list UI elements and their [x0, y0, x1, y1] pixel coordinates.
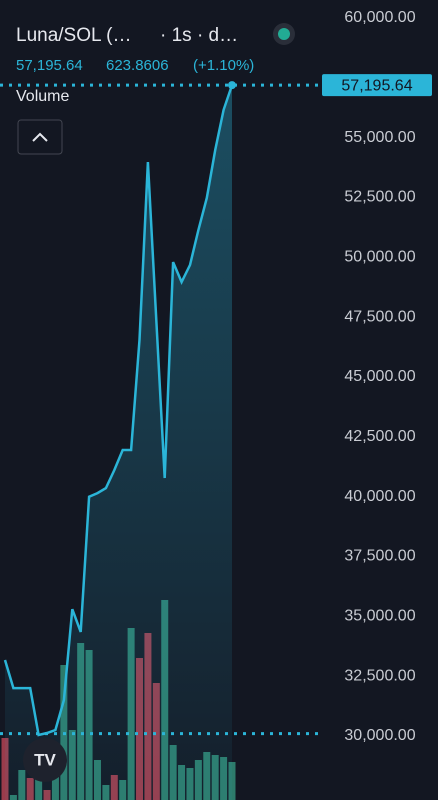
volume-label: Volume — [16, 88, 69, 105]
interval: · 1s · d… — [160, 25, 238, 46]
price: 57,195.64 — [16, 57, 83, 74]
area-fill — [5, 85, 232, 800]
y-tick-label: 35,000.00 — [344, 608, 415, 625]
y-tick-label: 47,500.00 — [344, 308, 415, 325]
y-tick-label: 37,500.00 — [344, 548, 415, 565]
logo — [23, 738, 67, 782]
y-tick-label: 52,500.00 — [344, 189, 415, 206]
change-pct: (+1.10%) — [193, 57, 254, 74]
status-dot — [278, 28, 290, 40]
logo-mark: TV — [34, 750, 56, 769]
chevron — [32, 132, 48, 142]
y-tick-label: 50,000.00 — [344, 249, 415, 266]
price-tag — [322, 74, 432, 97]
y-tick-label: 55,000.00 — [344, 129, 415, 146]
collapse-button[interactable] — [17, 119, 63, 155]
symbol: Luna/SOL (… — [16, 25, 131, 46]
y-tick-label: 42,500.00 — [344, 428, 415, 445]
y-tick-label: 30,000.00 — [344, 727, 415, 744]
y-tick-label: 60,000.00 — [344, 9, 415, 26]
y-tick-label: 40,000.00 — [344, 488, 415, 505]
y-tick-label: 32,500.00 — [344, 667, 415, 684]
last-point — [228, 81, 236, 90]
price-line — [3, 84, 234, 737]
change: 623.8606 — [106, 57, 169, 74]
y-tick-label: 45,000.00 — [344, 368, 415, 385]
price-tag-label: 57,195.64 — [341, 77, 412, 94]
